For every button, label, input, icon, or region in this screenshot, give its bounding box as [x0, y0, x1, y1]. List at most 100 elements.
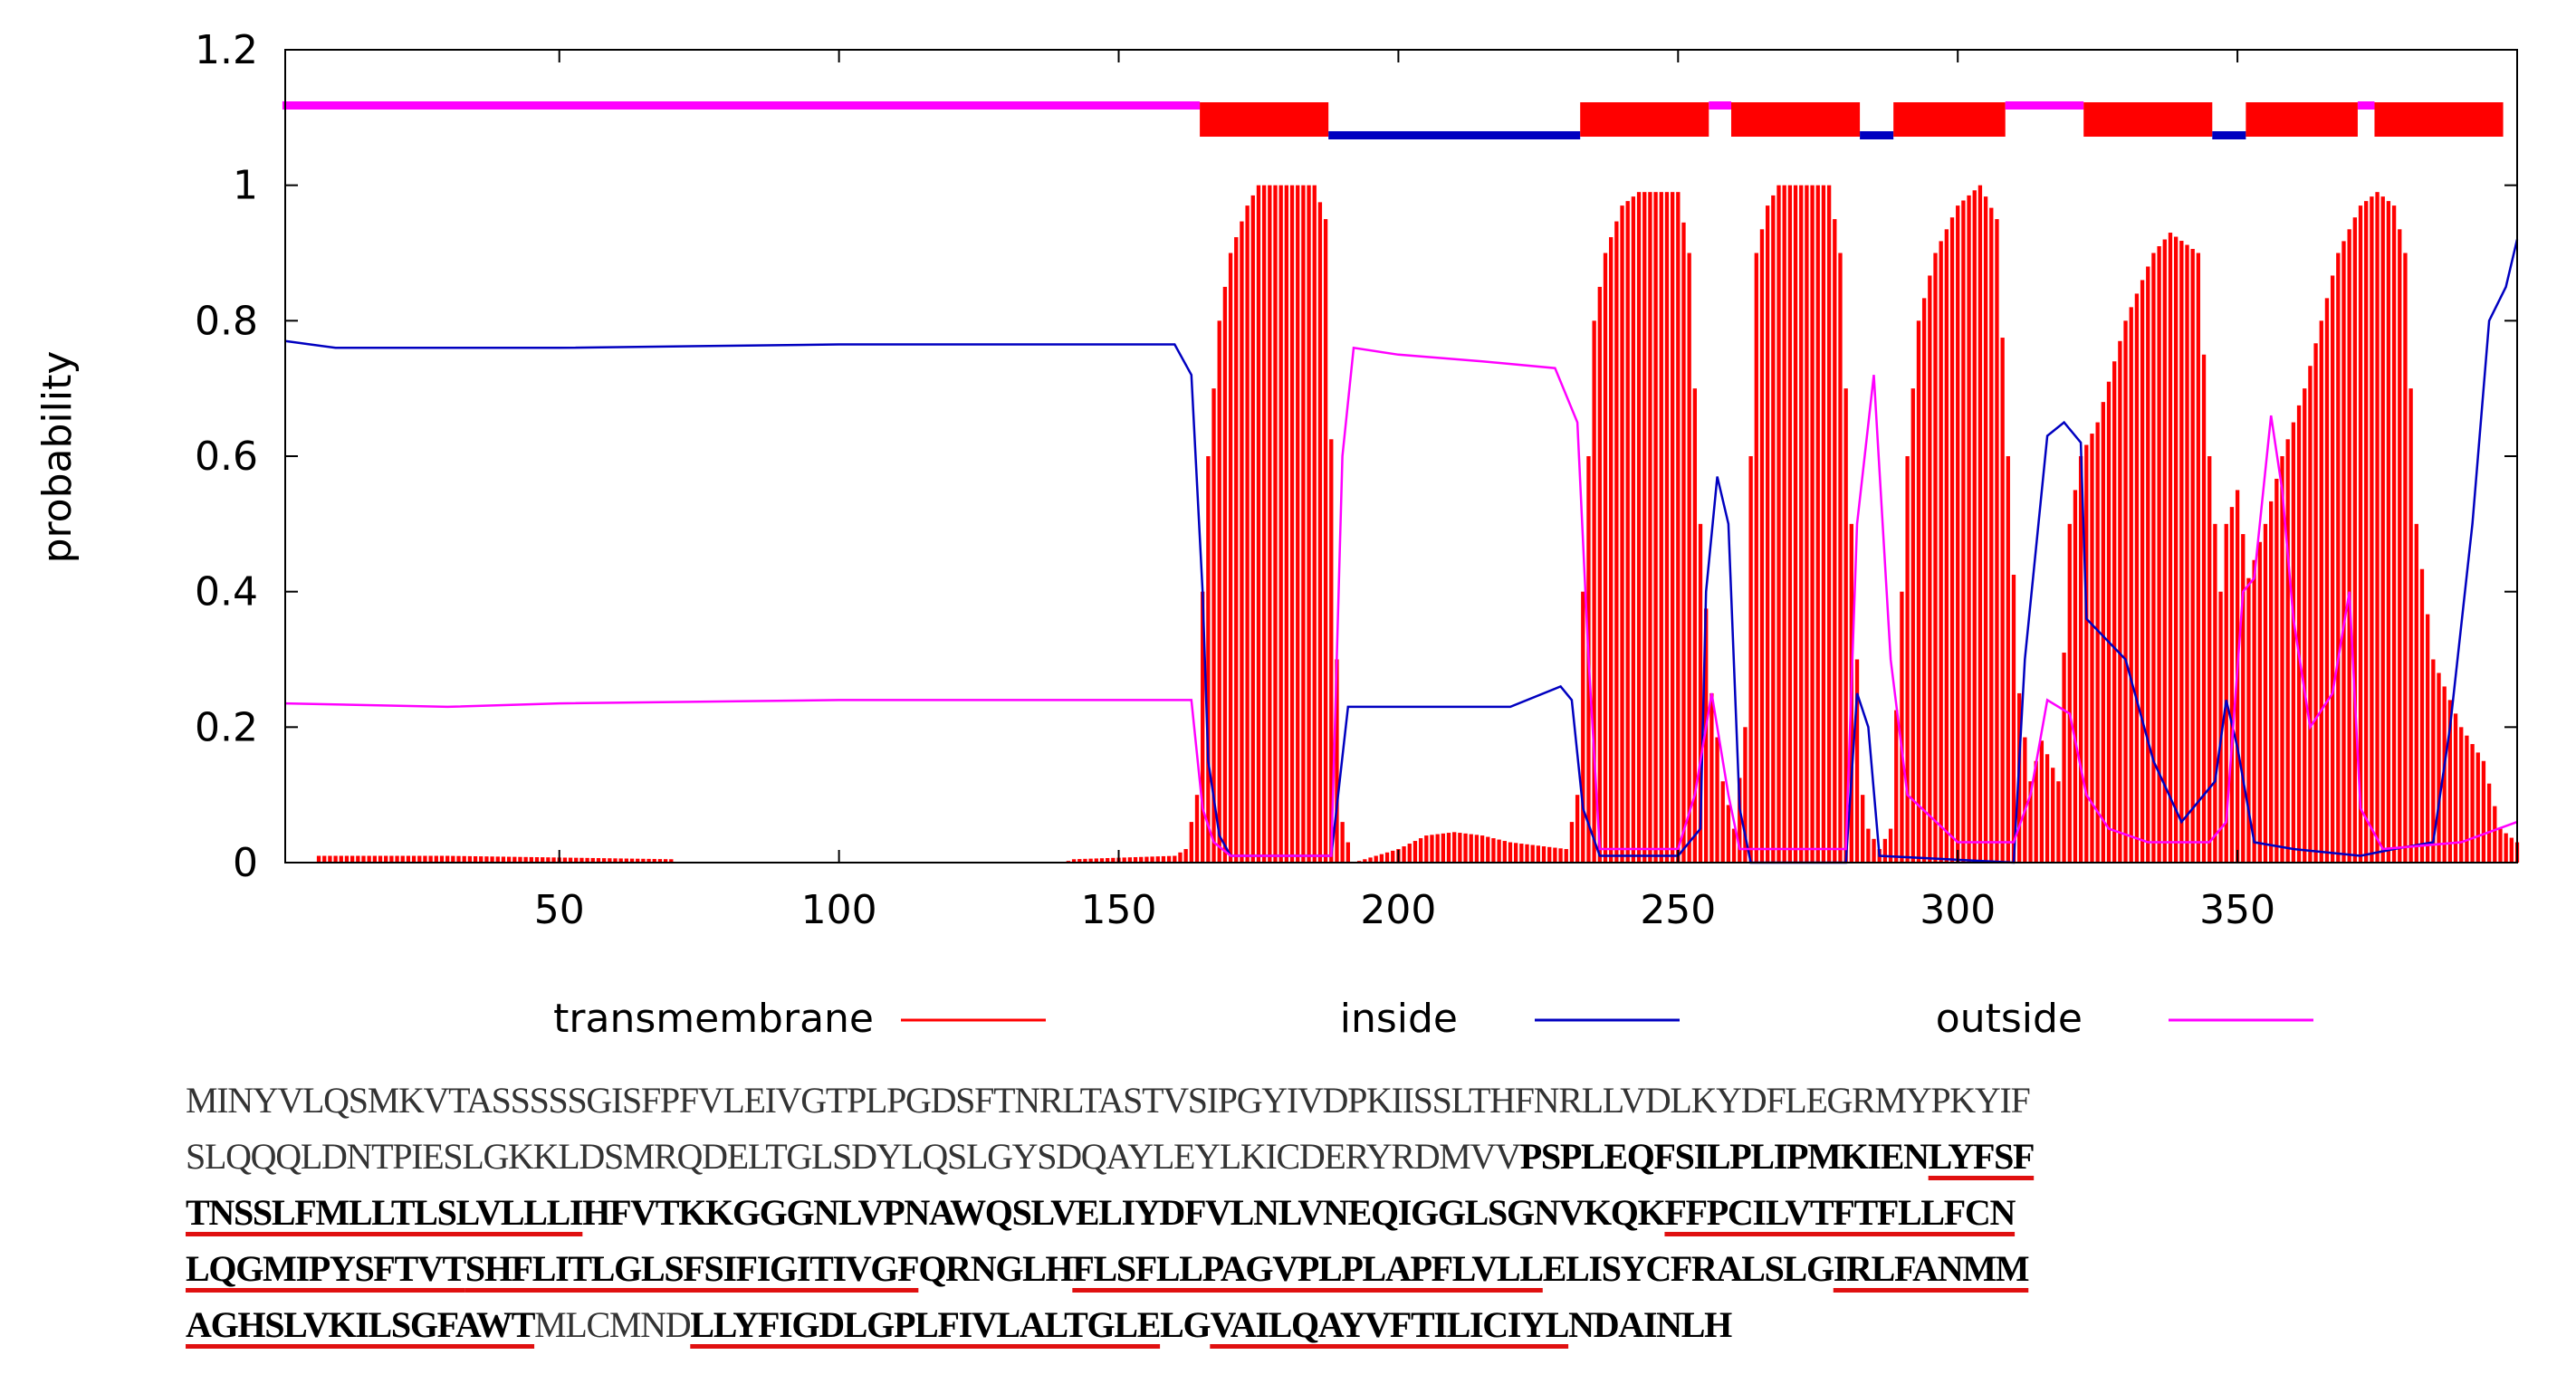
- probability-chart: 0 0.2 0.4 0.6 0.8 1 1.2 50 100 150 200 250 300 350 p…: [34, 27, 2520, 1042]
- transmembrane-bar: [1609, 237, 1614, 863]
- transmembrane-bar: [1139, 856, 1144, 863]
- transmembrane-bar: [1553, 847, 1557, 863]
- transmembrane-bar: [1307, 185, 1311, 863]
- transmembrane-bar: [2296, 405, 2302, 863]
- transmembrane-bar: [2313, 343, 2318, 863]
- transmembrane-bar: [2190, 249, 2195, 863]
- transmembrane-bar: [2509, 837, 2514, 863]
- transmembrane-bar: [1144, 856, 1149, 863]
- y-tick-label: 0.6: [195, 434, 258, 480]
- transmembrane-bar: [551, 857, 556, 863]
- transmembrane-bar: [1391, 850, 1395, 863]
- transmembrane-bar: [445, 855, 450, 863]
- transmembrane-bar: [1916, 320, 1921, 863]
- transmembrane-bar: [1228, 253, 1233, 863]
- transmembrane-bar: [1956, 205, 1960, 863]
- transmembrane-bar: [2157, 246, 2161, 863]
- transmembrane-bar: [1289, 185, 1295, 863]
- transmembrane-bar: [2263, 523, 2268, 863]
- sequence-text: SLQQQLDNTPIESLGKKLDSMRQDELTGLSDYLQSLGYSD…: [186, 1136, 1521, 1177]
- transmembrane-bar: [1384, 852, 1390, 863]
- transmembrane-bar: [2229, 507, 2235, 863]
- transmembrane-bar: [434, 855, 438, 863]
- transmembrane-bar: [428, 855, 433, 863]
- transmembrane-bar: [1094, 858, 1098, 863]
- transmembrane-bar: [1127, 857, 1133, 863]
- transmembrane-bar: [585, 857, 589, 863]
- transmembrane-bar: [2403, 253, 2408, 863]
- transmembrane-bar: [1967, 195, 1971, 863]
- transmembrane-bar: [1178, 852, 1183, 863]
- transmembrane-bar: [2045, 754, 2050, 863]
- transmembrane-segment-text: FFPCILVTFTFLLFCN: [1664, 1192, 2016, 1233]
- transmembrane-bar: [1928, 275, 1932, 863]
- transmembrane-bar: [1793, 185, 1798, 863]
- transmembrane-bar: [1603, 253, 1608, 863]
- sequence-text: NDAINLH: [1568, 1304, 1732, 1345]
- transmembrane-segment: [1730, 102, 1861, 137]
- transmembrane-bar: [2123, 320, 2128, 863]
- transmembrane-bar: [2241, 534, 2246, 863]
- transmembrane-bar: [590, 857, 595, 863]
- legend-label-inside: inside: [1340, 996, 1458, 1042]
- transmembrane-bar: [2173, 236, 2179, 863]
- transmembrane-bar: [1826, 185, 1832, 863]
- transmembrane-bar: [1363, 859, 1367, 863]
- sequence-line: AGHSLVKILSGFAWTMLCMNDLLYFIGDLGPLFIVLALTG…: [186, 1297, 2540, 1353]
- transmembrane-segment-text: VAILQAYVFTILICIYL: [1210, 1304, 1569, 1345]
- transmembrane-bar: [378, 855, 383, 863]
- transmembrane-bar: [2364, 201, 2369, 863]
- transmembrane-bar: [1474, 835, 1480, 863]
- topology-bar: [282, 101, 2504, 139]
- transmembrane-bar: [1111, 857, 1116, 863]
- transmembrane-bar: [456, 855, 461, 863]
- transmembrane-bar: [1726, 805, 1731, 863]
- transmembrane-bar: [1480, 835, 1485, 863]
- transmembrane-segment: [2374, 102, 2504, 137]
- transmembrane-bar: [400, 855, 405, 863]
- transmembrane-bar: [1278, 185, 1283, 863]
- transmembrane-bar: [2246, 577, 2251, 863]
- transmembrane-bar: [2437, 673, 2441, 863]
- transmembrane-bar: [1872, 838, 1876, 863]
- sequence-text: LG: [1160, 1304, 1211, 1345]
- transmembrane-bar: [2504, 833, 2508, 863]
- transmembrane-bar: [579, 857, 584, 863]
- transmembrane-segment-text: LLYFIGDLGPLFIVLALTGLE: [690, 1304, 1161, 1345]
- legend-label-transmembrane: transmembrane: [553, 996, 874, 1042]
- transmembrane-bar: [2481, 760, 2486, 863]
- transmembrane-bar: [1155, 856, 1160, 863]
- transmembrane-bar: [1625, 201, 1630, 863]
- outside-segment: [282, 101, 1201, 110]
- transmembrane-bar: [2106, 381, 2112, 863]
- transmembrane-bar: [1592, 320, 1596, 863]
- transmembrane-bar: [1815, 185, 1820, 863]
- transmembrane-bar: [629, 858, 635, 863]
- transmembrane-bar: [1240, 221, 1244, 864]
- transmembrane-bar: [1452, 832, 1457, 863]
- transmembrane-bar: [1189, 822, 1193, 863]
- transmembrane-bar: [1519, 844, 1524, 863]
- transmembrane-bar: [2023, 737, 2027, 863]
- transmembrane-bar: [384, 855, 388, 863]
- transmembrane-bar: [1754, 253, 1758, 863]
- transmembrane-bar: [1564, 849, 1568, 863]
- transmembrane-bar: [2179, 241, 2184, 863]
- transmembrane-bar: [2398, 229, 2402, 863]
- transmembrane-bar: [2084, 444, 2089, 863]
- transmembrane-bar: [1704, 608, 1709, 863]
- sequence-line: SLQQQLDNTPIESLGKKLDSMRQDELTGLSDYLQSLGYSD…: [186, 1129, 2540, 1185]
- transmembrane-bar: [2207, 456, 2212, 863]
- transmembrane-bar: [1329, 439, 1334, 863]
- transmembrane-bar: [1234, 237, 1239, 863]
- transmembrane-bar: [1949, 217, 1955, 863]
- transmembrane-bar: [1882, 838, 1888, 863]
- transmembrane-bar: [1256, 185, 1261, 863]
- transmembrane-bar: [2168, 233, 2173, 863]
- sequence-text: MINYVLQSMKVTASSSSSGISFPFVLEIVGTPLPGDSFTN…: [186, 1080, 2031, 1121]
- transmembrane-bar: [1759, 229, 1765, 863]
- transmembrane-bar: [2006, 456, 2010, 863]
- transmembrane-bar: [1463, 833, 1468, 863]
- transmembrane-bar: [462, 855, 466, 863]
- transmembrane-bar: [518, 856, 522, 863]
